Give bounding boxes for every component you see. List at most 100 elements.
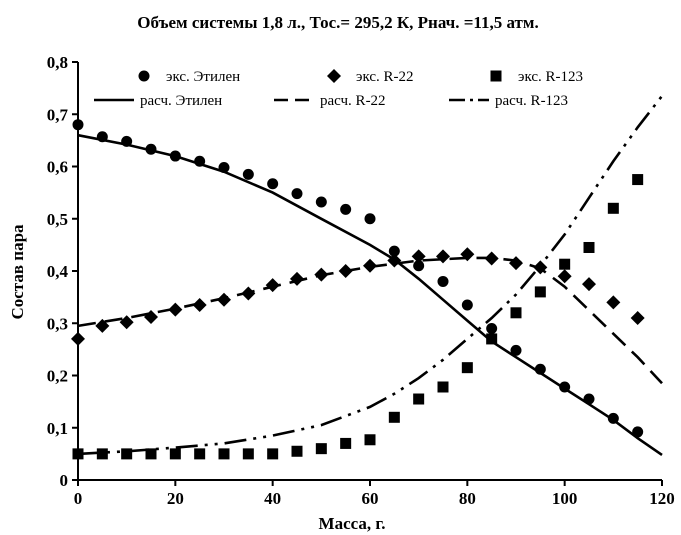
data-point-circle [267, 178, 279, 190]
series-line-4 [77, 256, 663, 385]
data-point-square [267, 448, 279, 460]
data-point-diamond [460, 247, 475, 262]
plot-lines [77, 95, 664, 456]
data-point-circle [583, 393, 595, 405]
data-point-circle [388, 245, 400, 257]
data-point-square [96, 448, 108, 460]
data-point-diamond [509, 256, 523, 271]
data-point-diamond [411, 249, 426, 264]
data-point-square [413, 393, 425, 405]
data-point-diamond [484, 251, 499, 266]
axes: 0 0,1 0,2 0,3 0,4 0,5 0,6 0,7 0,8 0 20 40 60 80 100 120 [47, 53, 675, 508]
data-point-diamond [217, 292, 231, 307]
x-tick-label: 60 [362, 489, 379, 508]
x-axis-label: Масса, г. [319, 514, 386, 533]
data-point-circle [145, 143, 157, 155]
data-point-square [242, 448, 254, 460]
data-point-circle [413, 260, 425, 272]
data-point-diamond [265, 278, 280, 293]
data-point-circle [534, 363, 546, 375]
legend-label: экс. R-22 [356, 69, 414, 85]
data-point-diamond [557, 269, 572, 284]
data-point-square [315, 443, 327, 455]
data-point-circle [121, 135, 133, 147]
data-point-square [194, 448, 206, 460]
data-point-square [169, 448, 181, 460]
data-point-circle [242, 168, 254, 180]
data-point-square [437, 381, 449, 393]
legend-label: расч. R-22 [320, 93, 386, 109]
data-point-circle [632, 426, 644, 438]
data-point-square [72, 448, 84, 460]
data-point-diamond [630, 311, 645, 326]
data-point-diamond [436, 249, 450, 264]
data-point-circle [461, 299, 473, 311]
data-point-circle [486, 322, 498, 334]
data-point-diamond [168, 302, 183, 317]
y-tick-label: 0,5 [47, 210, 68, 229]
data-point-circle [340, 203, 352, 215]
data-point-square [364, 434, 376, 446]
data-point-square [510, 307, 522, 319]
x-tick-label: 100 [552, 489, 578, 508]
data-point-square [559, 258, 571, 270]
data-point-diamond [241, 286, 256, 301]
data-point-square [218, 448, 230, 460]
data-point-circle [169, 150, 181, 162]
data-point-diamond [290, 271, 304, 286]
data-point-circle [291, 188, 303, 200]
x-tick-label: 80 [459, 489, 476, 508]
data-point-square [534, 286, 546, 298]
data-point-diamond [606, 295, 621, 310]
data-point-square [145, 448, 157, 460]
data-point-square [461, 362, 473, 374]
data-point-circle [96, 131, 108, 143]
data-point-circle [607, 412, 619, 424]
legend-label: расч. R-123 [495, 93, 568, 109]
chart-title: Объем системы 1,8 л., Тос.= 295,2 К, Рна… [137, 13, 538, 32]
data-point-square [291, 445, 303, 457]
data-point-diamond [582, 277, 596, 292]
data-point-diamond [71, 331, 85, 346]
data-point-square [607, 202, 619, 214]
legend-label: экс. Этилен [166, 69, 240, 85]
x-tick-label: 40 [264, 489, 281, 508]
data-point-circle [510, 344, 522, 356]
data-point-square [583, 241, 595, 253]
legend-marker-square [490, 70, 502, 82]
data-point-diamond [387, 253, 402, 268]
y-axis-label: Состав пара [8, 224, 27, 320]
x-tick-label: 120 [649, 489, 675, 508]
data-point-circle [315, 196, 327, 208]
data-point-square [632, 174, 644, 186]
legend: экс. Этилен экс. R-22 экс. R-123 расч. Этил… [94, 69, 583, 109]
data-point-circle [218, 162, 230, 174]
legend-label: расч. Этилен [140, 93, 222, 109]
data-point-diamond [95, 318, 110, 333]
x-tick-label: 20 [167, 489, 184, 508]
legend-marker-diamond [327, 69, 341, 83]
data-point-diamond [338, 264, 353, 278]
y-tick-label: 0,8 [47, 53, 68, 72]
data-point-diamond [192, 297, 207, 312]
data-point-square [340, 437, 352, 449]
y-tick-label: 0,2 [47, 367, 68, 386]
y-tick-label: 0,7 [47, 105, 69, 124]
y-tick-label: 0,6 [47, 158, 68, 177]
data-point-circle [559, 381, 571, 393]
y-tick-label: 0,4 [47, 262, 69, 281]
y-tick-label: 0,3 [47, 314, 68, 333]
data-point-square [486, 333, 498, 345]
data-point-square [388, 411, 400, 423]
legend-marker-circle [138, 70, 150, 82]
data-point-circle [437, 275, 449, 287]
data-point-square [121, 448, 133, 460]
plot-markers [71, 119, 645, 460]
data-point-circle [364, 213, 376, 225]
data-point-circle [194, 155, 206, 167]
y-tick-label: 0,1 [47, 419, 68, 438]
data-point-diamond [363, 258, 377, 273]
y-tick-label: 0 [60, 471, 69, 490]
legend-label: экс. R-123 [518, 69, 583, 85]
